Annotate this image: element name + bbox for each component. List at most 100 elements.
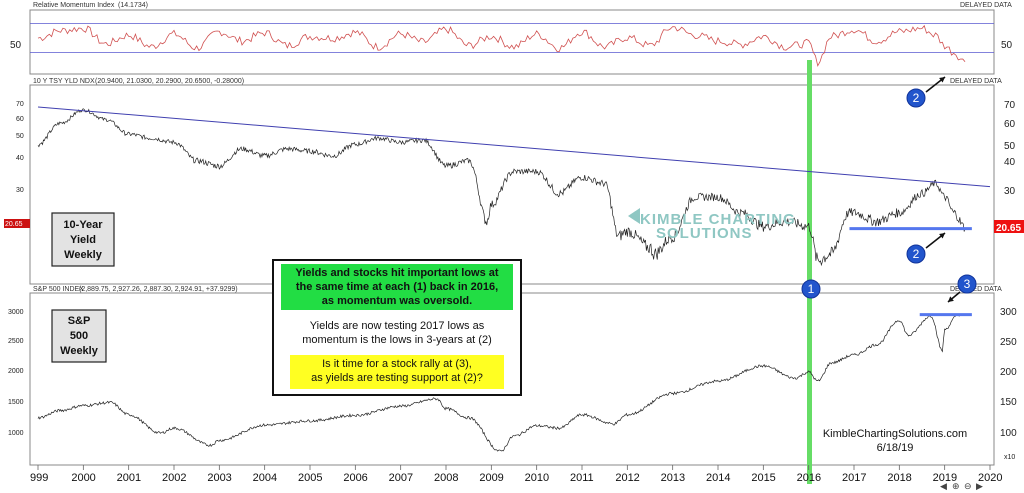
year-label-2008: 2008 [434,472,458,484]
marker-2-rmi-circle [906,88,926,108]
arrow-3-head [948,296,954,302]
year-label-2000: 2000 [71,472,95,484]
marker-1-circle [801,279,821,299]
marker-1-label: 1 [808,282,815,296]
year-label-999: 999 [30,472,48,484]
yield-downtrend-line [37,106,991,188]
year-label-2018: 2018 [887,472,911,484]
annotation-box3-line2: as yields are testing support at (2)? [311,372,483,384]
year-label-2017: 2017 [842,472,866,484]
annotation-text2-line1: Yields are now testing 2017 lows as [310,320,485,332]
annotation-yellow-highlight [290,355,504,389]
year-label-2012: 2012 [615,472,639,484]
yield-title: 10 Y TSY YLD NDX [33,78,95,85]
spx-label-line2: 500 [70,330,88,342]
annotation-text2-line2: momentum is the lows in 3-years at (2) [302,334,492,346]
yield-tick-left-70: 70 [16,101,24,108]
marker-2-rmi-label: 2 [913,91,920,105]
rmi-delayed-label: DELAYED DATA [960,2,1012,9]
marker-2-yield-circle [906,244,926,264]
spx-tick-right-250: 250 [1000,337,1017,348]
yield-delayed-label: DELAYED DATA [950,78,1002,85]
yield-tick-40: 40 [1004,157,1016,168]
yield-last-right: 20.65 [996,223,1021,234]
year-label-2020: 2020 [978,472,1002,484]
annotation-box3-line1: Is it time for a stock rally at (3), [322,358,472,370]
marker-2-yield-label: 2 [913,247,920,261]
yield-label-line1: 10-Year [63,219,103,231]
spx-title: S&P 500 INDEX [33,286,84,293]
spx-tick-left-1500: 1500 [8,399,24,406]
yield-tick-50: 50 [1004,141,1016,152]
year-label-2011: 2011 [570,472,594,484]
overlay-layer: 1 2 2 3 [37,76,991,317]
spx-delayed-label: DELAYED DATA [950,286,1002,293]
yield-tick-left-60: 60 [16,116,24,123]
yield-last-tag-left [4,219,30,228]
next-icon[interactable]: ▶ [976,482,983,492]
rmi-panel [29,9,995,75]
rmi-bands [30,23,994,53]
spx-tick-right-200: 200 [1000,367,1017,378]
year-label-2014: 2014 [706,472,730,484]
marker-3-label: 3 [964,277,971,291]
spx-tick-right-300: 300 [1000,307,1017,318]
spx-tick-right-100: 100 [1000,428,1017,439]
arrow-2-yield-head [939,233,945,239]
year-label-2005: 2005 [298,472,322,484]
yield-panel [29,84,995,285]
watermark-arrow-icon [628,208,640,224]
annotation-box1-line1: Yields and stocks hit important lows at [295,267,498,279]
annotation-green-highlight [281,264,513,310]
year-label-2015: 2015 [751,472,775,484]
prev-icon[interactable]: ◀ [940,482,947,492]
spx-tick-left-2000: 2000 [8,368,24,375]
spx-ohlc: (2,889.75, 2,927.26, 2,887.30, 2,924.91,… [79,286,238,293]
yield-tick-left-50: 50 [16,133,24,140]
watermark-line2: SOLUTIONS [656,225,753,242]
yield-ohlc: (20.9400, 21.0300, 20.2900, 20.6500, -0.… [95,78,244,85]
year-label-2004: 2004 [253,472,277,484]
annotation-box: Yields and stocks hit important lows at … [272,259,522,396]
zoom-in-icon[interactable]: ⊕ [952,482,960,492]
spx-label-line3: Weekly [60,345,99,357]
rmi-tick-right: 50 [1001,40,1013,51]
spx-multiplier: x10 [1004,454,1015,461]
credit-site: KimbleChartingSolutions.com [823,428,967,440]
nav-controls[interactable]: ◀ ⊕ ⊖ ▶ [940,482,983,492]
year-label-2019: 2019 [933,472,957,484]
annotation-box1-line3: as momentum was oversold. [322,295,472,307]
watermark-line1: KIMBLE CHARTING [640,211,796,228]
spx-tick-left-2500: 2500 [8,338,24,345]
yield-last-left: 20.65 [5,221,23,228]
marker-3-circle [957,274,977,294]
yield-tick-left-30: 30 [16,187,24,194]
rmi-line [37,24,966,67]
watermark: KIMBLE CHARTING SOLUTIONS [628,208,796,242]
yield-label-line2: Yield [70,234,96,246]
yield-tick-60: 60 [1004,119,1016,130]
zoom-out-icon[interactable]: ⊖ [964,482,972,492]
yield-tick-70: 70 [1004,100,1016,111]
yield-tick-30: 30 [1004,186,1016,197]
year-label-2009: 2009 [479,472,503,484]
yield-last-tag-right [994,220,1024,233]
spx-tick-right-150: 150 [1000,397,1017,408]
arrow-2-rmi-head [939,77,945,83]
spx-tick-left-3000: 3000 [8,309,24,316]
year-label-2013: 2013 [661,472,685,484]
yield-series-line [37,108,966,267]
year-label-2016: 2016 [797,472,821,484]
year-label-2001: 2001 [117,472,141,484]
spx-series-line [37,313,966,452]
year-label-2002: 2002 [162,472,186,484]
yield-tick-left-40: 40 [16,155,24,162]
yield-label-box [51,212,115,267]
series-layer [37,24,966,452]
annotation-box1-line2: the same time at each (1) back in 2016, [296,281,498,293]
rmi-value: (14.1734) [118,2,148,9]
credit-date: 6/18/19 [877,442,914,454]
x-axis-years: 999 2000 2001 2002 2003 2004 2005 2006 2007 2008 2… [30,465,1002,484]
spx-tick-left-1000: 1000 [8,430,24,437]
